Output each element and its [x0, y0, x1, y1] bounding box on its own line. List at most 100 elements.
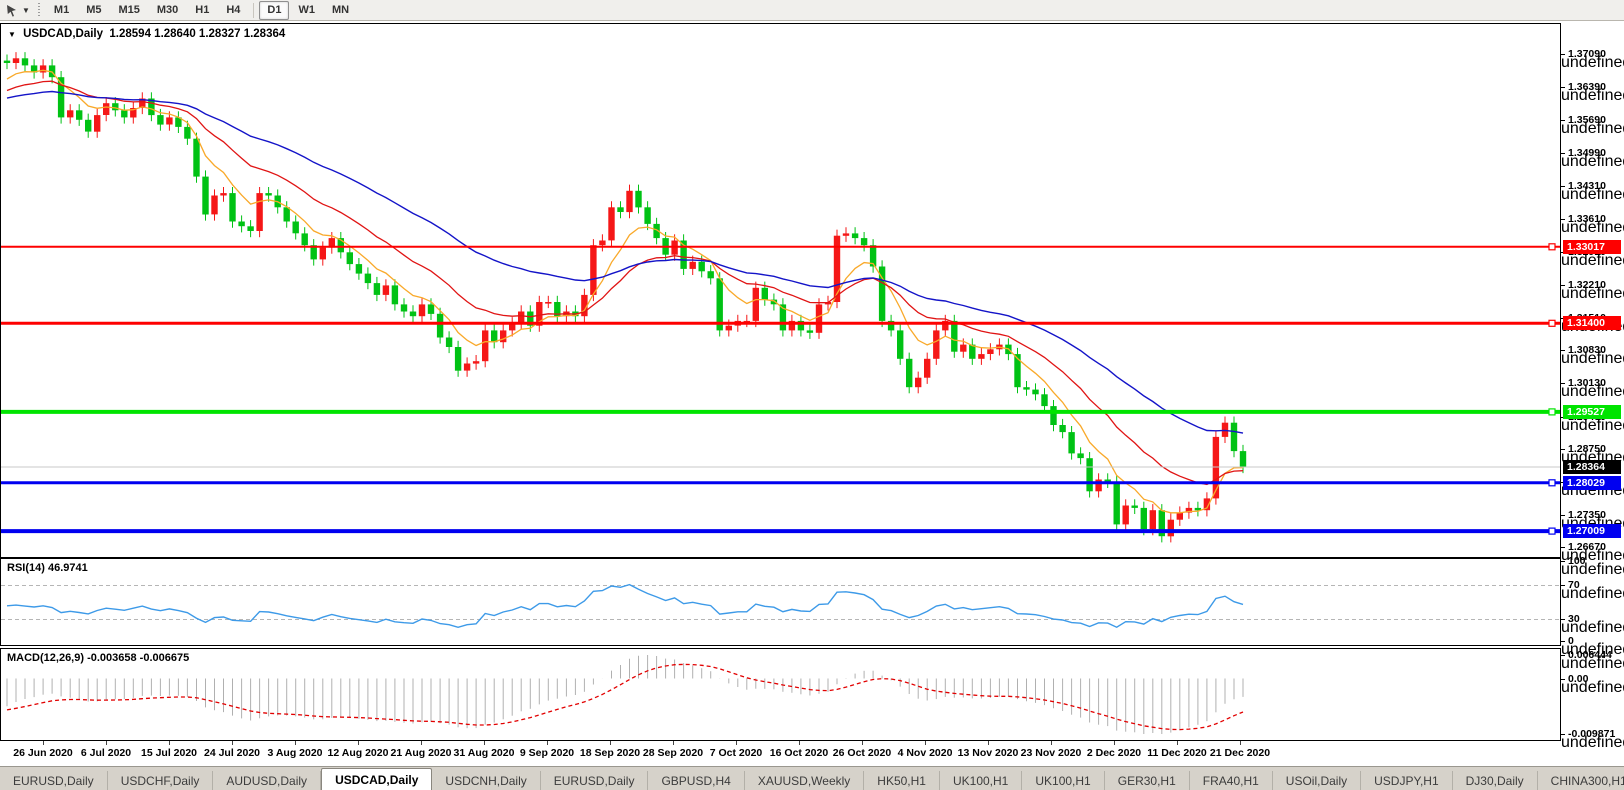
date-tick-mark [295, 741, 296, 745]
chart-tab-bar: EURUSD,Daily USDCHF,Daily AUDUSD,Daily USDC… [0, 766, 1624, 790]
price-axis-tick: 1.35690 [1568, 114, 1606, 127]
date-axis-label: 21 Dec 2020 [1209, 747, 1271, 759]
rsi-axis-tick: 100 [1568, 555, 1586, 567]
price-axis-tick: 1.30830 [1568, 344, 1606, 357]
price-axis-tick: 1.37090 [1568, 48, 1606, 60]
date-tick-mark [547, 741, 548, 745]
timeframe-button-W1[interactable]: W1 [298, 3, 315, 16]
rsi-tick-mark: undefined [1561, 618, 1624, 636]
chart-symbol: USDCAD,Daily [23, 28, 104, 40]
rsi-chart-surface [1, 583, 1560, 629]
tab-USOil-Daily[interactable]: USOil,Daily [1273, 771, 1362, 790]
date-axis-label: 21 Aug 2020 [390, 747, 452, 759]
price-tick-mark: undefined [1561, 284, 1624, 302]
timeframe-button-H4[interactable]: H4 [226, 3, 241, 16]
timeframe-button-M5[interactable]: M5 [86, 3, 102, 16]
rsi-tick-mark: undefined [1561, 561, 1624, 578]
price-axis-tick: 1.30130 [1568, 377, 1606, 390]
date-axis-label: 26 Jun 2020 [13, 747, 73, 759]
timeframe-button-M1[interactable]: M1 [53, 3, 70, 16]
ma-fast-line [6, 69, 1244, 514]
macd-tick-mark: undefined [1561, 678, 1624, 696]
tab-USDJPY-H1[interactable]: USDJPY,H1 [1361, 771, 1453, 790]
price-tick-mark: undefined [1561, 448, 1624, 466]
date-axis-label: 31 Aug 2020 [453, 747, 515, 759]
date-axis-label: 2 Dec 2020 [1086, 747, 1142, 759]
date-tick-mark [610, 741, 611, 745]
tab-UK100-H1[interactable]: UK100,H1 [1022, 771, 1105, 790]
tab-USDCHF-Daily[interactable]: USDCHF,Daily [108, 771, 214, 790]
macd-signal-line [6, 663, 1244, 731]
date-axis-label: 18 Sep 2020 [579, 747, 641, 759]
timeframe-button-MN[interactable]: MN [331, 3, 350, 16]
price-tick-mark: undefined [1561, 87, 1624, 105]
rsi-indicator-panel[interactable]: RSI(14) 46.9741 [0, 558, 1561, 646]
date-axis-label: 16 Oct 2020 [769, 747, 829, 759]
time-axis[interactable]: 26 Jun 2020 6 Jul 2020 15 Jul 2020 24 Jul 2… [0, 741, 1561, 766]
price-axis-tick: 1.32210 [1568, 278, 1606, 291]
date-axis-label: 15 Jul 2020 [140, 747, 198, 759]
current-price-label: 1.28364 [1563, 459, 1621, 474]
macd-axis-tick: 0.006444 [1568, 649, 1612, 661]
price-tick-mark: undefined [1561, 185, 1624, 203]
tab-UK100-H1[interactable]: UK100,H1 [940, 771, 1023, 790]
price-tick-mark: undefined [1561, 547, 1624, 565]
price-axis-tick: 1.36390 [1568, 81, 1606, 94]
rsi-tick-mark: undefined [1561, 641, 1624, 658]
macd-label: MACD(12,26,9) -0.003658 -0.006675 [7, 652, 190, 664]
date-tick-mark [1177, 741, 1178, 745]
price-tick-mark: undefined [1561, 54, 1624, 71]
date-axis-label: 26 Oct 2020 [832, 747, 892, 759]
macd-chart-surface [6, 655, 1244, 734]
tab-HK50-H1[interactable]: HK50,H1 [864, 771, 940, 790]
price-tick-mark: undefined [1561, 120, 1624, 138]
tab-FRA40-H1[interactable]: FRA40,H1 [1190, 771, 1273, 790]
date-axis-label: 9 Sep 2020 [519, 747, 575, 759]
date-axis-label: 7 Oct 2020 [709, 747, 763, 759]
tab-USDCNH-Daily[interactable]: USDCNH,Daily [432, 771, 541, 790]
date-axis-label: 6 Jul 2020 [80, 747, 132, 759]
date-tick-mark [106, 741, 107, 745]
price-line-label-1.31400: 1.31400 [1563, 316, 1621, 331]
date-tick-mark [232, 741, 233, 745]
timeframe-button-H1[interactable]: H1 [195, 3, 210, 16]
rsi-axis-tick: 0 [1568, 635, 1574, 647]
date-tick-mark [988, 741, 989, 745]
date-axis-label: 11 Dec 2020 [1147, 747, 1207, 759]
price-axis[interactable]: undefined1.37090undefined1.36390undefine… [1561, 23, 1624, 751]
date-tick-mark [421, 741, 422, 745]
tab-USDCAD-Daily[interactable]: USDCAD,Daily [321, 768, 433, 790]
tab-GBPUSD-H4[interactable]: GBPUSD,H4 [648, 771, 745, 790]
tab-EURUSD-Daily[interactable]: EURUSD,Daily [0, 771, 108, 790]
timeframe-button-M30[interactable]: M30 [156, 3, 179, 16]
price-line-label-1.28029: 1.28029 [1563, 475, 1621, 490]
date-tick-mark [484, 741, 485, 745]
symbol-caret-icon: ▼ [8, 30, 16, 39]
price-tick-mark: undefined [1561, 153, 1624, 171]
timeframe-button-D1[interactable]: D1 [259, 0, 290, 20]
date-tick-mark [862, 741, 863, 745]
main-price-chart[interactable]: ▼ USDCAD,Daily 1.28594 1.28640 1.28327 1… [0, 23, 1561, 558]
price-tick-mark: undefined [1561, 514, 1624, 532]
macd-tick-mark: undefined [1561, 655, 1624, 672]
tab-GER30-H1[interactable]: GER30,H1 [1105, 771, 1190, 790]
candlestick-chart-surface [1, 52, 1560, 543]
cursor-tool-icon[interactable] [4, 3, 20, 18]
price-axis-tick: 1.34310 [1568, 179, 1606, 192]
toolbar-grip[interactable] [37, 3, 40, 17]
date-tick-mark [1114, 741, 1115, 745]
macd-axis-tick: -0.009871 [1568, 728, 1616, 740]
tab-CHINA300-H1[interactable]: CHINA300,H1 [1538, 771, 1624, 790]
tab-AUDUSD-Daily[interactable]: AUDUSD,Daily [213, 771, 322, 790]
date-tick-mark [799, 741, 800, 745]
tab-XAUUSD-Weekly[interactable]: XAUUSD,Weekly [745, 771, 865, 790]
tab-DJ30-Daily[interactable]: DJ30,Daily [1453, 771, 1538, 790]
tab-EURUSD-Daily[interactable]: EURUSD,Daily [541, 771, 649, 790]
date-axis-label: 23 Nov 2020 [1020, 747, 1082, 759]
date-tick-mark [736, 741, 737, 745]
tool-dropdown-arrow-icon[interactable]: ▼ [22, 5, 30, 15]
timeframe-button-M15[interactable]: M15 [118, 3, 140, 16]
rsi-axis-tick: 70 [1568, 578, 1580, 591]
macd-indicator-panel[interactable]: MACD(12,26,9) -0.003658 -0.006675 [0, 648, 1561, 741]
